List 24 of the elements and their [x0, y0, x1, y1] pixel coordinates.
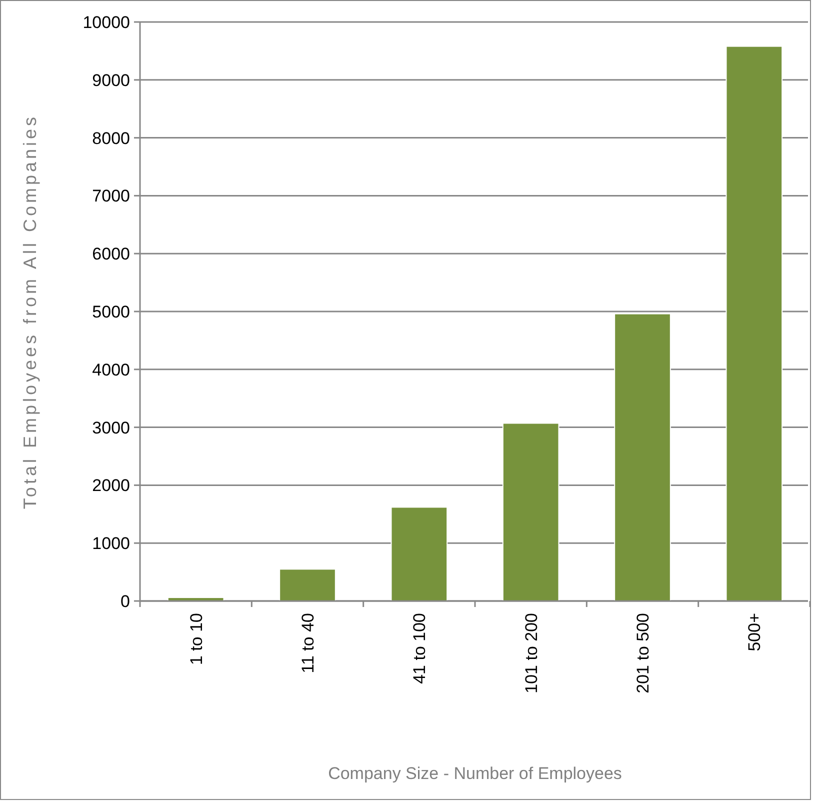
bar	[614, 313, 671, 602]
y-tick-label: 5000	[92, 302, 130, 322]
y-tick-label: 0	[120, 592, 130, 611]
x-tick-label: 41 to 100	[410, 613, 430, 684]
bar	[279, 568, 336, 602]
x-tick-label: 201 to 500	[633, 613, 652, 694]
bar	[502, 422, 560, 602]
bar	[390, 506, 448, 602]
x-axis-title: Company Size - Number of Employees	[328, 764, 622, 783]
x-tick-label: 1 to 10	[186, 613, 206, 665]
x-tick-label: 500+	[745, 612, 764, 652]
y-axis-title: Total Employees from All Companies	[20, 114, 40, 510]
y-tick-label: 9000	[92, 70, 130, 90]
y-tick-label: 7000	[92, 186, 130, 206]
y-tick-label: 4000	[92, 360, 130, 380]
y-tick-label: 6000	[92, 244, 130, 264]
x-tick-label: 11 to 40	[298, 613, 318, 674]
y-tick-label: 1000	[92, 534, 130, 554]
x-tick-label: 101 to 200	[522, 613, 541, 694]
y-tick-label: 3000	[92, 418, 130, 438]
bar	[726, 46, 783, 602]
y-tick-label: 10000	[82, 12, 130, 32]
y-tick-label: 2000	[92, 476, 130, 496]
y-tick-label: 8000	[92, 128, 130, 148]
